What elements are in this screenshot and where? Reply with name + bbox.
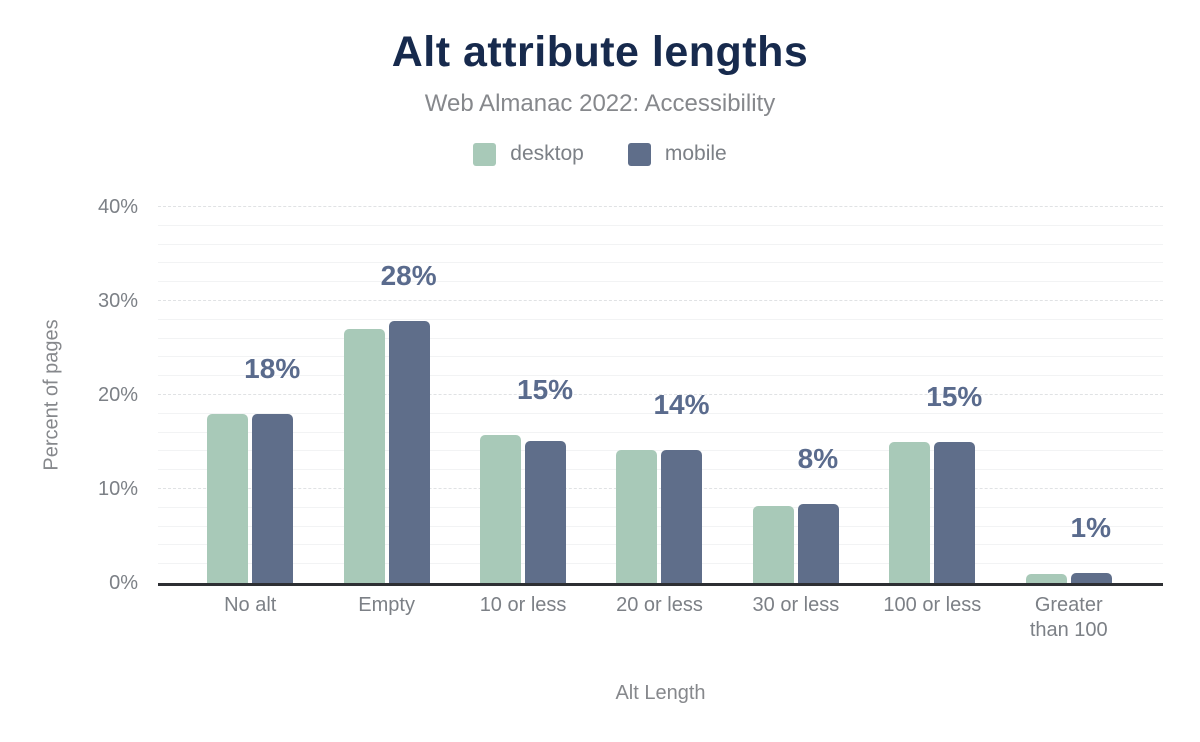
bars-layer: 18% 28% 15% 14% 8% 15% 1% <box>158 207 1163 583</box>
bar-desktop[interactable] <box>207 413 249 583</box>
bar-group: 8% <box>752 207 839 583</box>
y-tick-label: 30% <box>97 290 138 312</box>
x-axis-ticks: No alt Empty 10 or less 20 or less 30 or les… <box>158 593 1163 643</box>
bar-desktop[interactable] <box>752 505 794 583</box>
bar-desktop[interactable] <box>480 435 522 583</box>
value-label: 14% <box>653 388 710 420</box>
y-axis-ticks: 40% 30% 20% 10% 0% <box>68 196 148 594</box>
x-tick-label: 30 or less <box>752 594 840 616</box>
legend-label: desktop <box>510 142 584 165</box>
x-tick-label: 10 or less <box>479 594 567 616</box>
gridline-minor <box>158 469 1163 471</box>
gridline-minor <box>158 375 1163 377</box>
x-tick-label: No alt <box>224 594 277 616</box>
bar-group: 15% <box>889 207 982 583</box>
gridline-minor <box>158 356 1163 358</box>
gridline-minor <box>158 431 1163 433</box>
legend-item-mobile[interactable]: mobile <box>627 142 727 166</box>
legend-swatch-icon <box>473 142 497 166</box>
value-label: 15% <box>517 374 574 406</box>
category-slot: 14% <box>591 207 727 583</box>
gridline-minor <box>158 525 1163 527</box>
category-slot: 15% <box>455 207 591 583</box>
gridline-minor <box>158 262 1163 264</box>
bar-desktop[interactable] <box>343 329 385 583</box>
legend: desktop mobile <box>0 142 1200 166</box>
value-label: 28% <box>380 259 437 291</box>
gridline-minor <box>158 544 1163 546</box>
gridline-minor <box>158 563 1163 565</box>
plot-area: 18% 28% 15% 14% 8% 15% 1% <box>158 206 1163 586</box>
y-tick-label: 10% <box>97 478 138 500</box>
bar-desktop[interactable] <box>1025 573 1067 583</box>
gridline-minor <box>158 506 1163 508</box>
gridline-minor <box>158 318 1163 320</box>
bar-mobile[interactable] <box>797 504 839 583</box>
value-label: 18% <box>244 352 301 384</box>
y-tick-label: 20% <box>97 384 138 406</box>
bar-mobile[interactable] <box>1070 572 1112 583</box>
chart-title: Alt attribute lengths <box>391 28 809 76</box>
bar-group: 28% <box>343 207 437 583</box>
y-tick-label: 0% <box>109 572 138 594</box>
x-tick-label: 20 or less <box>616 594 703 616</box>
x-axis-title: Alt Length <box>615 682 706 704</box>
value-label: 1% <box>1070 511 1111 543</box>
gridline-minor <box>158 243 1163 245</box>
x-tick-label: 100 or less <box>883 594 982 616</box>
bar-desktop[interactable] <box>616 450 658 583</box>
chart-subtitle: Web Almanac 2022: Accessibility <box>424 90 776 117</box>
legend-label: mobile <box>664 142 727 165</box>
bar-desktop[interactable] <box>889 442 931 583</box>
x-tick-label: Greater than 100 <box>1029 594 1108 641</box>
category-slot: 8% <box>728 207 864 583</box>
bar-mobile[interactable] <box>661 449 703 583</box>
gridline-major <box>158 394 1163 395</box>
value-label: 8% <box>797 443 839 475</box>
bar-group: 14% <box>616 207 709 583</box>
gridline-major <box>158 488 1163 489</box>
gridline-minor <box>158 412 1163 414</box>
gridline-minor <box>158 224 1163 226</box>
bar-mobile[interactable] <box>525 441 567 583</box>
gridline-major <box>158 300 1163 301</box>
legend-swatch-icon <box>627 142 651 166</box>
bar-mobile[interactable] <box>388 320 430 583</box>
legend-item-desktop[interactable]: desktop <box>473 142 584 166</box>
gridline-major <box>158 206 1163 207</box>
category-slot: 28% <box>318 207 454 583</box>
category-slot: 15% <box>864 207 1000 583</box>
category-slot: 18% <box>182 207 318 583</box>
x-tick-label: Empty <box>358 594 415 616</box>
bar-mobile[interactable] <box>252 413 294 583</box>
bar-group: 1% <box>1025 207 1112 583</box>
bar-mobile[interactable] <box>934 442 976 583</box>
bar-group: 18% <box>207 207 300 583</box>
value-label: 15% <box>926 381 983 412</box>
bar-group: 15% <box>480 207 573 583</box>
gridline-minor <box>158 450 1163 452</box>
gridline-minor <box>158 281 1163 283</box>
gridline-minor <box>158 337 1163 339</box>
category-slot: 1% <box>1001 207 1137 583</box>
y-tick-label: 40% <box>97 196 138 218</box>
